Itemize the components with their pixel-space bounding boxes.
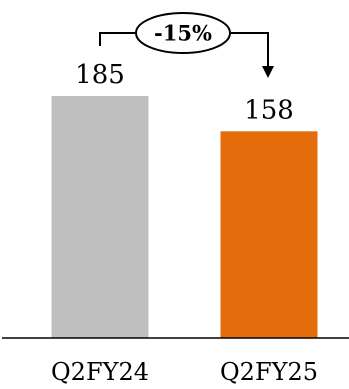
bars: [52, 96, 318, 338]
data-label-q2fy25: 158: [244, 95, 294, 125]
change-arrowhead-icon: [262, 66, 274, 78]
x-tick-label-q2fy24: Q2FY24: [51, 358, 149, 386]
x-tick-label-q2fy25: Q2FY25: [220, 358, 318, 386]
bar-q2fy25: [221, 131, 318, 338]
data-label-q2fy24: 185: [75, 60, 125, 90]
x-tick-labels: Q2FY24 Q2FY25: [51, 358, 318, 386]
bar-q2fy24: [52, 96, 149, 338]
change-percent-label: -15%: [154, 21, 212, 46]
change-annotation: -15%: [100, 13, 274, 78]
